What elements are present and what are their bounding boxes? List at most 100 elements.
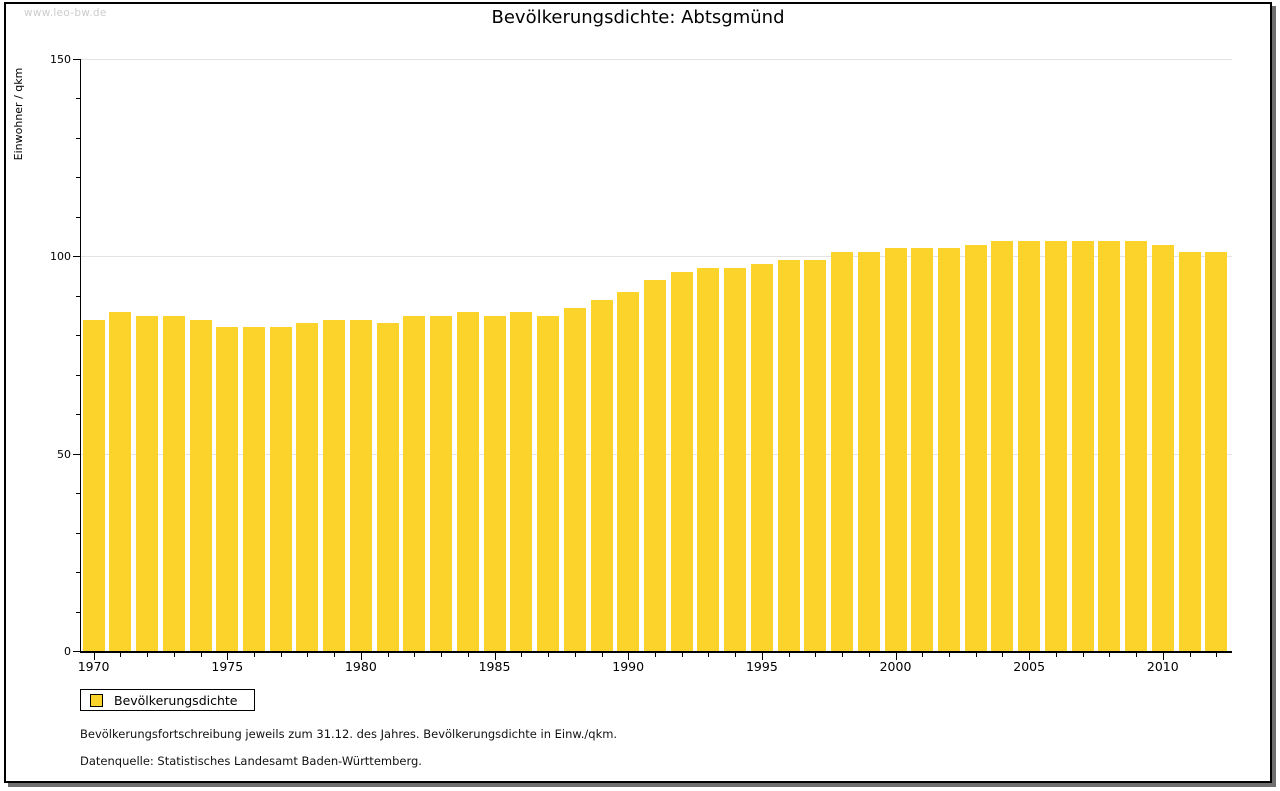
x-tick-1987 [548,653,549,657]
bar-1977 [269,327,292,651]
y-tick-label-150: 150 [50,53,71,66]
bar-2011 [1178,252,1201,651]
x-tick-2005 [1029,653,1031,660]
bar-1990 [617,291,640,651]
bar-1970 [82,319,105,651]
x-tick-2010 [1162,653,1164,660]
bar-1972 [136,315,159,651]
x-tick-1997 [815,653,817,657]
x-tick-1984 [467,653,469,657]
x-tick-1973 [173,653,175,657]
y-minor-tick-80 [76,335,80,336]
x-tick-1979 [334,653,336,657]
x-tick-1996 [788,653,790,657]
x-tick-1991 [654,653,656,657]
x-tick-1995 [761,653,763,660]
bar-2004 [991,240,1014,651]
bar-1996 [777,260,800,651]
x-tick-1971 [120,653,122,657]
x-tick-1999 [868,653,870,657]
legend-label: Bevölkerungsdichte [114,692,238,708]
bar-1993 [697,268,720,651]
bar-1975 [216,327,239,651]
x-tick-1992 [681,653,683,657]
x-tick-1972 [147,653,149,657]
bar-1984 [456,311,479,651]
bar-2008 [1098,240,1121,651]
page-title: Bevölkerungsdichte: Abtsgmünd [491,7,785,28]
x-tick-1977 [280,653,282,657]
y-minor-tick-120 [76,177,80,178]
y-tick-label-0: 0 [64,645,71,658]
bar-1998 [831,252,853,651]
x-tick-1983 [441,653,443,657]
y-minor-tick-140 [76,98,80,99]
bar-1988 [563,307,586,651]
x-tick-2008 [1109,653,1111,657]
bar-1971 [109,311,132,651]
footnote-method: Bevölkerungsfortschreibung jeweils zum 3… [80,727,618,741]
watermark: www.leo-bw.de [24,7,107,19]
x-tick-1981 [387,653,389,657]
y-major-tick-0 [73,651,80,652]
bar-2009 [1125,240,1148,651]
y-minor-tick-10 [76,612,80,613]
x-tick-1988 [574,653,576,657]
x-tick-2000 [895,653,897,660]
x-axis-line [80,651,1232,653]
x-tick-label-1975: 1975 [211,659,244,674]
footnote-source: Datenquelle: Statistisches Landesamt Bad… [80,754,422,768]
x-tick-2011 [1189,653,1191,657]
bar-1978 [296,323,319,651]
x-tick-1998 [842,653,843,657]
bar-2010 [1151,244,1174,651]
bar-1986 [510,311,533,651]
x-tick-1994 [735,653,737,657]
chart-frame: www.leo-bw.de Bevölkerungsdichte: Abtsgm… [4,2,1272,783]
x-tick-label-1995: 1995 [745,659,778,674]
y-minor-tick-90 [76,296,80,297]
y-minor-tick-20 [76,572,80,573]
y-minor-tick-130 [76,138,80,139]
x-tick-1993 [708,653,710,657]
legend: Bevölkerungsdichte [80,689,255,711]
y-minor-tick-40 [76,493,80,494]
bar-2005 [1018,240,1041,651]
bar-1991 [643,280,666,651]
bar-1982 [403,315,426,651]
bar-1987 [537,315,559,651]
x-tick-1982 [414,653,416,657]
chart-plot-area: 0 50 100 150 1970 1975 1980 1985 1990 1995 2000 200… [6,4,1270,781]
x-tick-label-1985: 1985 [478,659,511,674]
bar-1980 [349,319,372,651]
bar-2001 [911,248,934,651]
y-axis-line [80,59,81,651]
x-tick-2007 [1082,653,1084,657]
x-tick-1976 [254,653,255,657]
x-tick-label-1980: 1980 [344,659,377,674]
bar-1985 [483,315,506,651]
bar-2006 [1044,240,1067,651]
bar-1981 [376,323,399,651]
x-tick-1990 [628,653,630,660]
y-tick-label-100: 100 [50,250,71,263]
bar-2000 [884,248,907,651]
x-tick-label-1990: 1990 [612,659,645,674]
bar-1973 [162,315,185,651]
x-tick-2009 [1136,653,1138,657]
bar-1995 [750,264,773,651]
x-tick-2003 [975,653,977,657]
x-tick-label-1970: 1970 [77,659,110,674]
y-minor-tick-30 [76,533,80,534]
x-tick-label-2010: 2010 [1146,659,1179,674]
y-tick-label-50: 50 [57,448,71,461]
x-tick-2002 [949,653,950,657]
gridline-100 [80,256,1232,257]
x-tick-label-2005: 2005 [1013,659,1046,674]
y-minor-tick-70 [76,375,80,376]
y-minor-tick-60 [76,414,80,415]
x-tick-1985 [494,653,496,660]
bar-1976 [243,327,265,651]
bar-1994 [724,268,747,651]
x-tick-1975 [227,653,229,660]
